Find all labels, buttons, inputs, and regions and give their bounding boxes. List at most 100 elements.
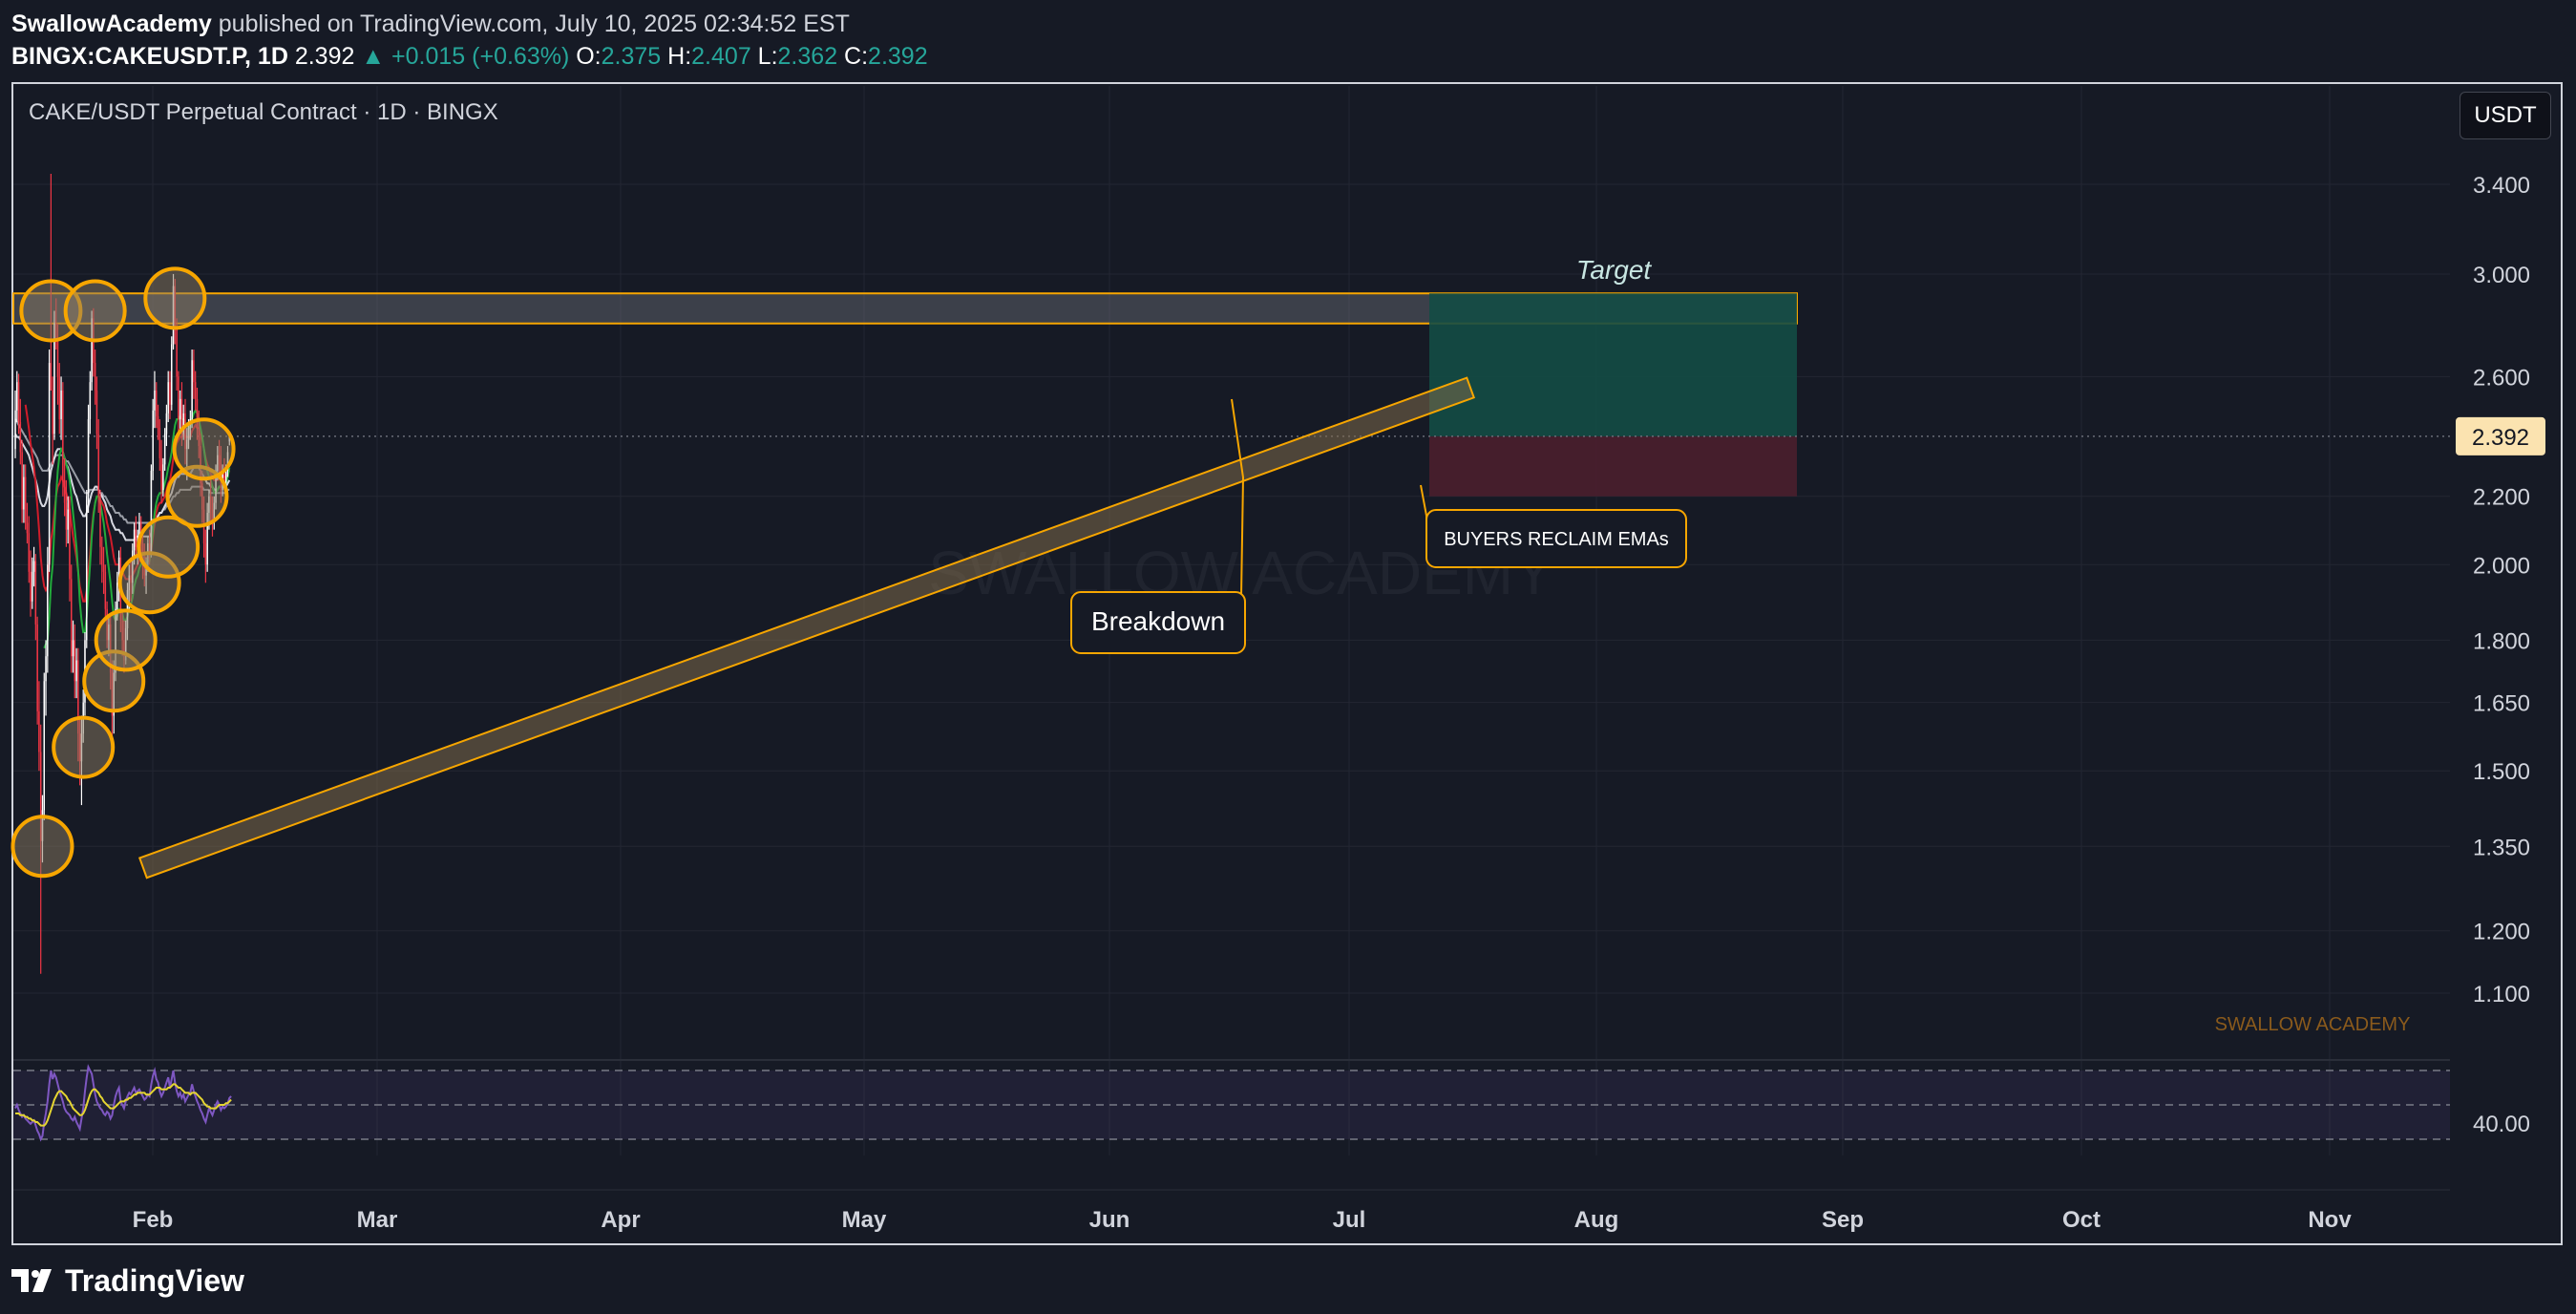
close-value: 2.392 bbox=[868, 43, 928, 70]
high-label: H: bbox=[667, 43, 692, 70]
candle-body bbox=[193, 360, 195, 383]
candles bbox=[14, 174, 231, 974]
candle-body bbox=[194, 382, 197, 399]
footer: TradingView bbox=[11, 1257, 244, 1304]
candle-body bbox=[36, 624, 38, 711]
rsi-axis-label: 40.00 bbox=[2473, 1112, 2530, 1137]
time-tick: Mar bbox=[357, 1207, 398, 1233]
price-tick: 1.650 bbox=[2473, 691, 2530, 717]
currency-button[interactable]: USDT bbox=[2460, 92, 2551, 139]
price-tick: 2.200 bbox=[2473, 485, 2530, 511]
candle-body bbox=[72, 640, 74, 657]
candle-body bbox=[117, 557, 120, 583]
published-text: published on TradingView.com, July 10, 2… bbox=[218, 11, 850, 37]
candle-body bbox=[157, 415, 159, 429]
candle-body bbox=[45, 656, 47, 682]
ascending-channel bbox=[137, 376, 1476, 880]
candle-body bbox=[62, 390, 64, 480]
candle-body bbox=[162, 464, 164, 490]
touch-circle bbox=[94, 608, 158, 672]
candle-body bbox=[70, 579, 73, 657]
candle-body bbox=[16, 382, 18, 411]
candle-body bbox=[43, 681, 46, 811]
zones bbox=[12, 292, 2450, 497]
close-label: C: bbox=[844, 43, 869, 70]
candle-body bbox=[165, 413, 168, 434]
candle-body bbox=[23, 477, 25, 510]
candle-body bbox=[152, 410, 154, 471]
touch-circle bbox=[63, 279, 127, 343]
candle-body bbox=[30, 571, 32, 602]
time-tick: Feb bbox=[133, 1207, 174, 1233]
author-name[interactable]: SwallowAcademy bbox=[11, 11, 212, 37]
candle-body bbox=[95, 390, 98, 434]
rsi-pane: 40.00 bbox=[13, 1059, 2530, 1142]
candle-body bbox=[101, 546, 103, 565]
time-tick: Nov bbox=[2308, 1207, 2352, 1233]
rsi-line bbox=[14, 1064, 232, 1142]
touch-circle bbox=[11, 815, 74, 879]
candle-body bbox=[52, 390, 53, 434]
time-tick: Jun bbox=[1089, 1207, 1130, 1233]
candle-body bbox=[34, 561, 37, 625]
candle-body bbox=[169, 382, 171, 405]
candle-body bbox=[50, 363, 53, 391]
candle-body bbox=[94, 363, 96, 391]
candle-body bbox=[104, 571, 107, 609]
rsi-ma-line bbox=[15, 1083, 232, 1127]
publish-line: SwallowAcademy published on TradingView.… bbox=[11, 8, 928, 40]
candle-body bbox=[154, 390, 156, 411]
touch-circle bbox=[52, 715, 116, 779]
candle-body bbox=[56, 338, 59, 377]
candle-body bbox=[19, 422, 22, 453]
candle-body bbox=[160, 457, 162, 490]
time-tick: May bbox=[842, 1207, 887, 1233]
price-tick: 3.400 bbox=[2473, 173, 2530, 199]
candle-body bbox=[97, 434, 99, 497]
annotations-layer: Target Breakdown BUYERS RECLAIM EMAs SWALLO… bbox=[11, 255, 2410, 1035]
candle-body bbox=[58, 376, 61, 419]
candle-body bbox=[196, 398, 199, 429]
candle-body bbox=[75, 660, 77, 682]
axes: 3.400 3.000 2.600 2.200 2.000 1.800 1.650 1.500… bbox=[13, 173, 2545, 1233]
breakdown-label: Breakdown bbox=[1091, 606, 1225, 636]
candle-body bbox=[47, 564, 49, 657]
time-tick: Jul bbox=[1333, 1207, 1366, 1233]
breakdown-box bbox=[1070, 591, 1246, 654]
symbol-label: BINGX:CAKEUSDT.P, 1D bbox=[11, 43, 288, 70]
tradingview-brand[interactable]: TradingView bbox=[65, 1262, 244, 1298]
touch-circle bbox=[172, 417, 236, 481]
target-label: Target bbox=[1576, 255, 1653, 285]
candle-body bbox=[135, 529, 137, 547]
candle-body bbox=[91, 318, 93, 383]
price-tick: 1.350 bbox=[2473, 835, 2530, 860]
candle-body bbox=[32, 571, 33, 602]
candle-body bbox=[182, 413, 184, 434]
candle-body bbox=[204, 543, 207, 565]
candle-body bbox=[60, 390, 62, 419]
chart-frame[interactable] bbox=[11, 82, 2563, 1245]
open-label: O: bbox=[576, 43, 602, 70]
price-tick: 3.000 bbox=[2473, 263, 2530, 288]
open-value: 2.375 bbox=[601, 43, 662, 70]
low-value: 2.362 bbox=[777, 43, 838, 70]
candle-body bbox=[158, 428, 161, 458]
candle-body bbox=[28, 533, 30, 572]
candle-body bbox=[155, 390, 158, 416]
candle-body bbox=[179, 398, 181, 419]
candle-body bbox=[191, 360, 193, 419]
candle-body bbox=[21, 452, 23, 510]
candle-body bbox=[69, 509, 71, 580]
candle-body bbox=[26, 522, 29, 534]
candle-body bbox=[206, 512, 208, 565]
candle-body bbox=[53, 323, 55, 434]
candle-body bbox=[116, 583, 118, 609]
candle-body bbox=[176, 328, 178, 377]
candle-body bbox=[14, 410, 16, 450]
candle-body bbox=[74, 640, 76, 682]
candle-body bbox=[224, 470, 227, 484]
breakdown-pointer bbox=[1231, 398, 1245, 598]
stop-zone bbox=[1429, 435, 1797, 497]
buyers-label: BUYERS RECLAIM EMAs bbox=[1444, 529, 1669, 550]
